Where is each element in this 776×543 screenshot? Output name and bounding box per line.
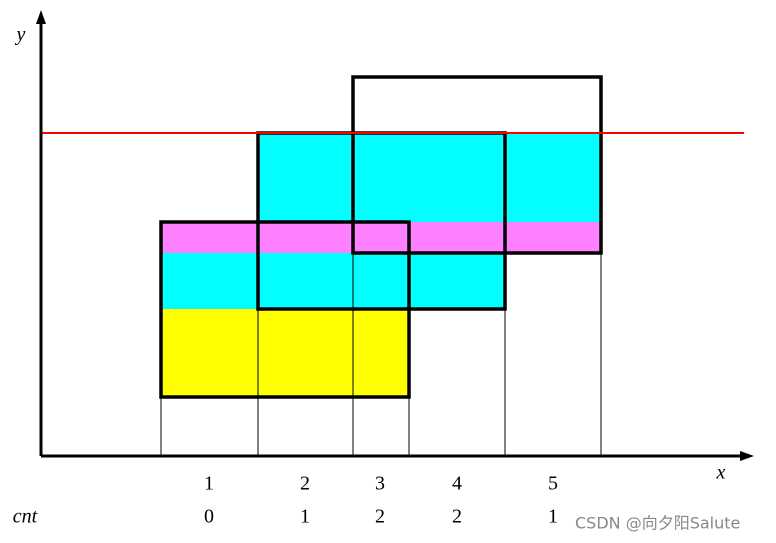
rectangle [351, 75, 603, 255]
count: 2 [375, 506, 385, 528]
cnt-label: cnt [13, 506, 38, 528]
yellow-region [161, 309, 409, 397]
y-arrow [36, 10, 46, 24]
segment-label: 3 [375, 473, 385, 495]
cyan-region [161, 253, 409, 309]
count: 0 [204, 506, 214, 528]
count: 1 [548, 506, 558, 528]
segment-label: 4 [452, 473, 462, 495]
x-label: x [716, 462, 726, 484]
count: 2 [452, 506, 462, 528]
x-arrow [740, 451, 754, 461]
watermark: CSDN @向夕阳Salute [575, 514, 740, 533]
magenta-region [161, 222, 601, 253]
segment-label: 1 [204, 473, 214, 495]
y-label: y [15, 24, 26, 46]
segment-lines [160, 253, 602, 456]
cyan-region [353, 133, 601, 222]
count: 1 [300, 506, 310, 528]
segment-label: 5 [548, 473, 558, 495]
segment-label: 2 [300, 473, 310, 495]
